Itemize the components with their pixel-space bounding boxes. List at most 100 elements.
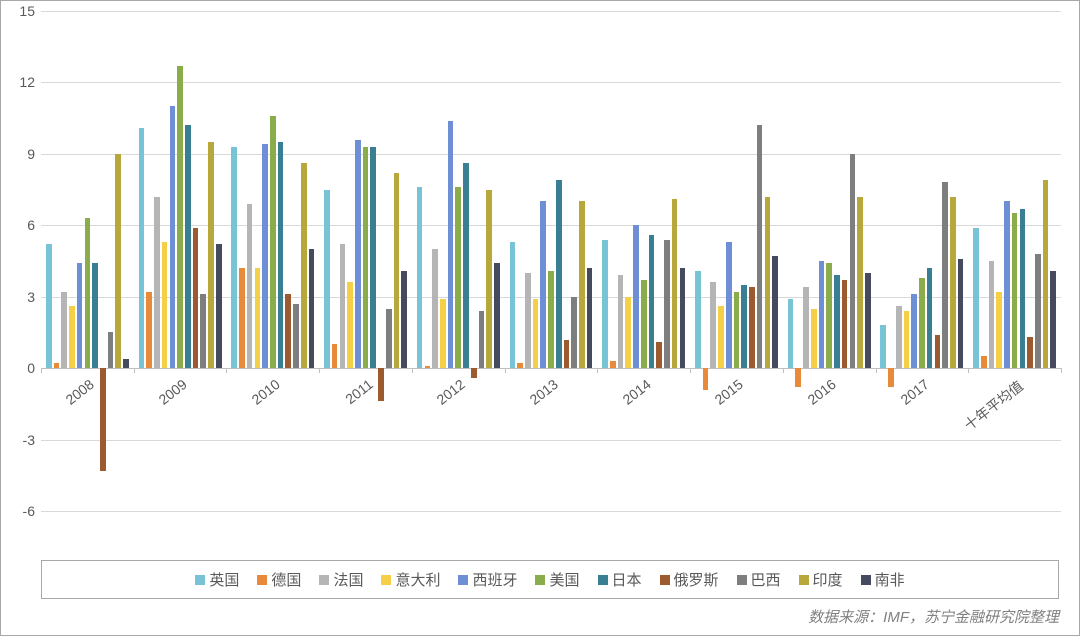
bar (448, 121, 454, 369)
bar (61, 292, 67, 368)
legend-swatch (861, 575, 871, 585)
bar (834, 275, 840, 368)
bar (533, 299, 539, 368)
legend-item: 南非 (861, 569, 905, 590)
legend-label: 巴西 (751, 569, 781, 590)
bar (139, 128, 145, 368)
bar (401, 271, 407, 369)
bar (618, 275, 624, 368)
x-axis-category-label: 2014 (619, 376, 653, 408)
bar (587, 268, 593, 368)
legend-item: 日本 (598, 569, 642, 590)
bar (656, 342, 662, 368)
y-axis-tick-label: 15 (19, 3, 35, 19)
bar (193, 228, 199, 368)
category-separator (876, 368, 877, 373)
bar (633, 225, 639, 368)
bar (1043, 180, 1049, 368)
bar (680, 268, 686, 368)
bar (332, 344, 338, 368)
bar (270, 116, 276, 368)
y-axis-tick-label: 12 (19, 74, 35, 90)
bar (989, 261, 995, 368)
bar (463, 163, 469, 368)
bar (996, 292, 1002, 368)
bar (170, 106, 176, 368)
legend-label: 西班牙 (472, 569, 517, 590)
bar (115, 154, 121, 368)
bar (108, 332, 114, 368)
bar (649, 235, 655, 368)
bar (772, 256, 778, 368)
bar (857, 197, 863, 368)
bar (1004, 201, 1010, 368)
bar (54, 363, 60, 368)
bar (1020, 209, 1026, 369)
bar (757, 125, 763, 368)
x-axis-category-label: 2008 (63, 376, 97, 408)
category-separator (968, 368, 969, 373)
bar (200, 294, 206, 368)
y-axis-tick-label: 0 (27, 360, 35, 376)
bar (540, 201, 546, 368)
bar (765, 197, 771, 368)
bar (911, 294, 917, 368)
category-separator (134, 368, 135, 373)
legend-swatch (257, 575, 267, 585)
bar (247, 204, 253, 368)
legend-swatch (598, 575, 608, 585)
legend-label: 英国 (209, 569, 239, 590)
legend-item: 西班牙 (458, 569, 517, 590)
bar (958, 259, 964, 369)
bar (571, 297, 577, 368)
bar (494, 263, 500, 368)
x-axis-category-label: 2012 (434, 376, 468, 408)
legend-swatch (737, 575, 747, 585)
legend-label: 德国 (271, 569, 301, 590)
category-separator (412, 368, 413, 373)
bar (208, 142, 214, 368)
legend-label: 意大利 (395, 569, 440, 590)
legend-swatch (381, 575, 391, 585)
bar (710, 282, 716, 368)
bar (309, 249, 315, 368)
bar (417, 187, 423, 368)
bar (216, 244, 222, 368)
legend-item: 英国 (195, 569, 239, 590)
legend-item: 印度 (799, 569, 843, 590)
bar (602, 240, 608, 369)
bar (185, 125, 191, 368)
bar (734, 292, 740, 368)
category-separator (690, 368, 691, 373)
bar (819, 261, 825, 368)
y-axis-tick-label: -3 (23, 432, 35, 448)
bar (394, 173, 400, 368)
x-axis-category-label: 2009 (156, 376, 190, 408)
gridline (41, 511, 1061, 512)
bar (386, 309, 392, 369)
legend-item: 巴西 (737, 569, 781, 590)
bar (455, 187, 461, 368)
x-axis-category-label: 2017 (897, 376, 931, 408)
legend-swatch (535, 575, 545, 585)
bar (378, 368, 384, 401)
bar (1027, 337, 1033, 368)
gridline (41, 440, 1061, 441)
bar (162, 242, 168, 368)
category-separator (41, 368, 42, 373)
bar (803, 287, 809, 368)
legend-item: 法国 (319, 569, 363, 590)
x-axis-category-label: 2011 (342, 376, 376, 407)
legend-label: 日本 (612, 569, 642, 590)
bar (425, 366, 431, 368)
bar (347, 282, 353, 368)
x-axis-category-label: 2015 (712, 376, 746, 408)
gridline (41, 225, 1061, 226)
x-axis-category-label: 2016 (805, 376, 839, 408)
legend-label: 南非 (875, 569, 905, 590)
bar (432, 249, 438, 368)
bar (664, 240, 670, 369)
bar (123, 359, 129, 369)
bar (718, 306, 724, 368)
category-separator (597, 368, 598, 373)
